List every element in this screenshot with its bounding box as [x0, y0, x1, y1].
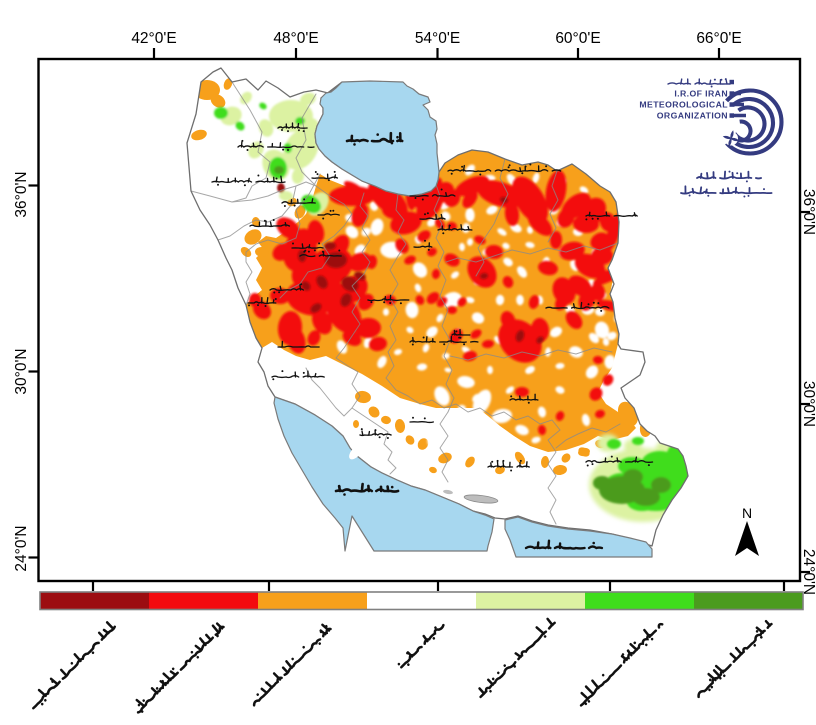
svg-text:36°0'N: 36°0'N [13, 171, 30, 217]
svg-text:N: N [742, 505, 752, 521]
svg-text:I.R.OF IRAN: I.R.OF IRAN [674, 89, 728, 99]
svg-text:24°0'N: 24°0'N [800, 549, 816, 595]
svg-text:24°0'N: 24°0'N [13, 525, 30, 571]
svg-text:48°0'E: 48°0'E [273, 30, 318, 47]
svg-text:METEOROLOGICAL: METEOROLOGICAL [639, 100, 728, 110]
svg-text:42°0'E: 42°0'E [131, 30, 176, 47]
svg-text:30°0'N: 30°0'N [800, 381, 816, 427]
svg-text:36°0'N: 36°0'N [800, 189, 816, 235]
svg-text:30°0'N: 30°0'N [13, 348, 30, 394]
svg-text:66°0'E: 66°0'E [696, 30, 741, 47]
svg-text:60°0'E: 60°0'E [555, 30, 600, 47]
svg-text:ORGANIZATION: ORGANIZATION [657, 111, 728, 121]
svg-text:54°0'E: 54°0'E [415, 30, 460, 47]
